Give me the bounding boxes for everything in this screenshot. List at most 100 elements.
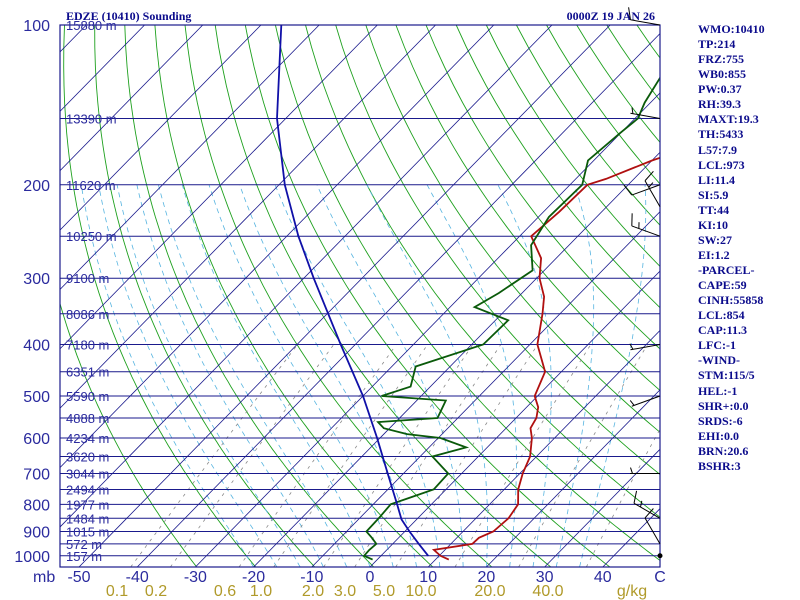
height-label: 4888 m	[66, 411, 109, 426]
mixing-ratio-line	[273, 344, 429, 567]
wind-barb-flag	[628, 7, 631, 20]
pressure-tick-label: 400	[23, 338, 50, 355]
height-label: 5590 m	[66, 389, 109, 404]
temperature-tick-label: -40	[126, 569, 149, 586]
mixing-ratio-unit-label: g/kg	[617, 583, 647, 600]
index-item: WMO:10410	[698, 22, 765, 36]
moist-adiabat	[98, 184, 278, 567]
index-item: LI:11.4	[698, 172, 736, 187]
isotherm	[60, 25, 495, 469]
height-label: 3620 m	[66, 449, 109, 464]
wind-barb-staff	[630, 112, 661, 119]
mixing-ratio-tick-label: 0.1	[106, 583, 128, 600]
moist-adiabat	[116, 184, 301, 567]
sounding-title: EDZE (10410) Sounding	[66, 9, 191, 23]
moist-adiabat	[555, 184, 595, 567]
wind-barb-staff	[644, 180, 661, 207]
pressure-tick-label: 700	[23, 467, 50, 484]
isotherm	[60, 25, 320, 291]
isotherm	[60, 25, 553, 528]
height-label: 15880 m	[66, 18, 117, 33]
wind-barb-half-flag	[629, 343, 634, 350]
height-label: 3044 m	[66, 467, 109, 482]
dry-adiabat	[184, 25, 493, 567]
index-item: FRZ:755	[698, 52, 744, 67]
calm-wind-marker	[657, 553, 663, 559]
mixing-ratio-tick-label: 0.2	[145, 583, 167, 600]
background-grid	[0, 25, 660, 567]
wind-barb-half-flag	[631, 107, 634, 114]
moist-adiabat	[239, 184, 417, 567]
indices-panel: WMO:10410 TP:214 FRZ:755 WB0:855 PW:0.37 RH:3…	[698, 22, 798, 474]
wind-barb-flag	[644, 508, 654, 519]
dry-adiabat	[365, 25, 660, 433]
mixing-ratio-tick-label: 3.0	[334, 583, 356, 600]
wind-barb-flag	[633, 490, 638, 504]
pressure-tick-label: 600	[23, 431, 50, 448]
index-item: TP:214	[698, 37, 736, 52]
index-item: PW:0.37	[698, 82, 742, 97]
index-item: SW:27	[698, 232, 733, 247]
index-item: BSHR:3	[698, 458, 741, 473]
height-label: 10250 m	[66, 229, 117, 244]
index-item: TH:5433	[698, 127, 744, 142]
height-label: 572 m	[66, 537, 102, 552]
temperature-tick-label: -50	[67, 569, 90, 586]
temperature-tick-label: 0	[366, 569, 375, 586]
mixing-ratio-line	[238, 344, 397, 567]
dry-adiabat	[154, 25, 434, 567]
mixing-ratio-tick-label: 20.0	[474, 583, 505, 600]
isotherm	[544, 448, 660, 567]
dry-adiabat	[305, 25, 660, 518]
pressure-tick-label: 900	[23, 524, 50, 541]
height-label: 9100 m	[66, 271, 109, 286]
height-label: 8086 m	[66, 307, 109, 322]
index-item: KI:10	[698, 217, 728, 232]
wind-barb	[633, 490, 661, 519]
index-item: BRN:20.6	[698, 443, 749, 458]
isotherm	[60, 25, 436, 409]
isotherm	[195, 92, 660, 567]
pressure-tick-label: 300	[23, 271, 50, 288]
index-item: SI:5.9	[698, 187, 729, 202]
isotherm	[60, 25, 262, 231]
index-item: WB0:855	[698, 67, 746, 82]
wind-barb-half-flag	[648, 182, 654, 188]
index-item: EI:1.2	[698, 247, 730, 262]
wind-barb-staff	[630, 344, 661, 351]
wind-barb-half-flag	[629, 400, 635, 406]
index-item: CAP:11.3	[698, 323, 747, 338]
pressure-tick-label: 200	[23, 178, 50, 195]
dry-adiabat	[124, 25, 375, 567]
temperature-tick-label: -10	[300, 569, 323, 586]
wind-barb	[628, 7, 661, 26]
isotherm	[0, 25, 28, 567]
wind-barb-staff	[631, 395, 661, 407]
wind-barb	[630, 467, 660, 475]
index-item: EHI:0.0	[698, 428, 740, 443]
mixing-ratio-tick-label: 10.0	[405, 583, 436, 600]
isotherm	[136, 32, 660, 567]
isotherm	[60, 25, 204, 172]
temperature-tick-label: -30	[184, 569, 207, 586]
height-label: 1015 m	[66, 524, 109, 539]
isotherm	[311, 211, 660, 567]
moist-adiabat	[208, 184, 394, 567]
wind-barb	[629, 343, 661, 351]
mixing-ratio-line	[585, 428, 660, 567]
wind-barb-staff	[644, 517, 661, 545]
pressure-unit-label: mb	[33, 569, 55, 586]
height-label: 1977 m	[66, 497, 109, 512]
pressure-tick-label: 1000	[14, 549, 50, 566]
dry-adiabat	[94, 25, 316, 567]
height-label: 13390 m	[66, 111, 117, 126]
mixing-ratio-tick-label: 5.0	[373, 583, 395, 600]
wind-barb-flag	[644, 170, 654, 182]
wind-barb-half-flag	[630, 467, 633, 474]
index-item: HEL:-1	[698, 383, 738, 398]
index-item: TT:44	[698, 202, 730, 217]
index-item: RH:39.3	[698, 97, 741, 112]
index-item: SHR+:0.0	[698, 398, 749, 413]
